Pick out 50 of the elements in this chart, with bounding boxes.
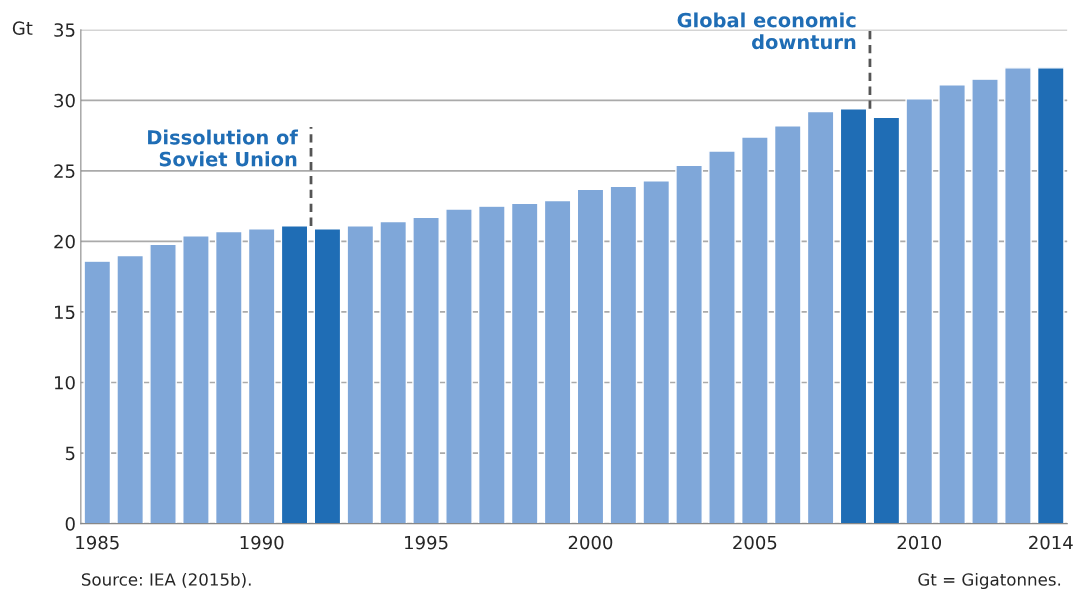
bar [83,260,112,524]
y-tick-label: 0 [65,517,75,531]
bar [313,228,342,524]
y-tick-label: 5 [65,446,75,461]
bar [116,254,145,524]
x-tick-label: 1985 [76,535,119,550]
bar [1004,67,1032,524]
bar [741,136,769,524]
bar [609,185,638,524]
bar [379,220,408,524]
bar [773,125,802,524]
x-tick-label: 2005 [733,535,777,550]
bar [1036,67,1065,524]
bar [477,205,506,524]
bar [543,199,572,524]
y-tick-label: 15 [55,305,75,320]
y-axis-title: Gt [12,21,33,35]
bar [675,164,703,524]
x-tick-label: 2000 [568,535,613,550]
bar [346,225,375,524]
bar [149,243,177,524]
bar [905,98,934,524]
y-tick-label: 25 [54,164,75,178]
y-tick-label: 10 [55,375,75,390]
bar [872,116,901,524]
x-tick-label: 1995 [405,535,448,550]
y-tick-label: 20 [54,234,75,249]
y-tick-label: 35 [54,23,75,37]
bar [971,78,999,524]
bar [576,188,605,524]
bar [280,225,309,524]
bar [642,180,671,524]
bar [708,150,736,524]
source-note: Source: IEA (2015b). [81,572,251,588]
bar [412,216,440,524]
bar [806,110,835,524]
x-tick-label: 2014 [1029,535,1073,550]
bar [938,84,966,524]
ref-line-label: Dissolution of Soviet Union [148,129,299,167]
text: Gt = Gigatonnes. [918,572,1061,590]
x-tick-label: 1990 [240,535,284,550]
y-tick-label: 30 [54,93,75,108]
bar [445,208,473,524]
x-tick-label: 2010 [897,535,942,550]
bar [247,228,276,524]
ref-line-label: Global economic downturn [677,12,856,50]
bar [510,202,539,524]
bar [214,230,243,524]
bar [839,108,868,524]
bar [182,235,210,524]
